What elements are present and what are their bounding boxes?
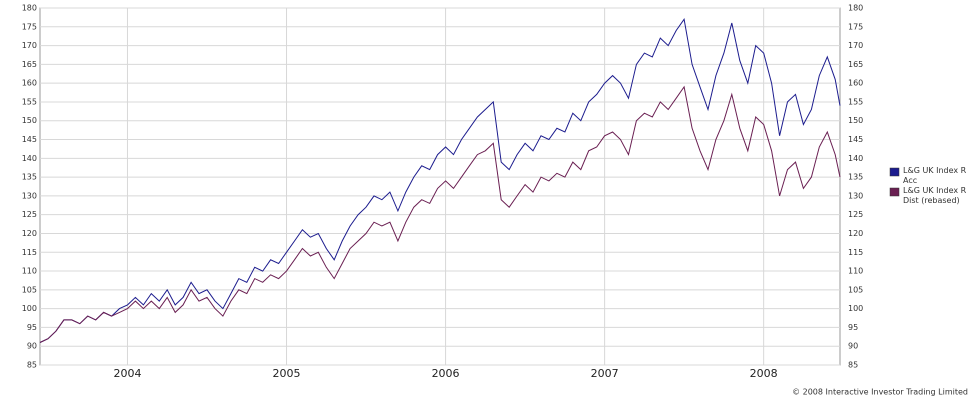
legend-swatch xyxy=(889,187,900,197)
y2-tick-label: 165 xyxy=(848,60,863,69)
y-tick-label: 105 xyxy=(22,285,37,294)
x-tick-label: 2006 xyxy=(432,367,460,380)
legend-entry: L&G UK Index R Dist (rebased) xyxy=(903,186,967,205)
y-tick-label: 165 xyxy=(22,60,37,69)
y-tick-label: 175 xyxy=(22,22,37,31)
x-tick-label: 2007 xyxy=(591,367,619,380)
y-tick-label: 110 xyxy=(22,267,37,276)
y-tick-label: 160 xyxy=(22,79,37,88)
y2-tick-label: 110 xyxy=(848,267,863,276)
y2-tick-label: 105 xyxy=(848,285,863,294)
y-tick-label: 135 xyxy=(22,173,37,182)
series-line xyxy=(39,18,841,343)
x-tick-label: 2008 xyxy=(750,367,778,380)
y2-tick-label: 140 xyxy=(848,154,863,163)
y2-tick-label: 100 xyxy=(848,304,863,313)
y2-tick-label: 95 xyxy=(848,323,858,332)
y2-tick-label: 125 xyxy=(848,210,863,219)
y-tick-label: 145 xyxy=(22,135,37,144)
y2-tick-label: 160 xyxy=(848,79,863,88)
y-tick-label: 150 xyxy=(22,116,37,125)
y2-tick-label: 170 xyxy=(848,41,863,50)
y-tick-label: 130 xyxy=(22,191,37,200)
legend-swatch xyxy=(889,167,900,177)
y-tick-label: 170 xyxy=(22,41,37,50)
y-tick-label: 155 xyxy=(22,97,37,106)
y2-tick-label: 120 xyxy=(848,229,863,238)
x-tick-label: 2004 xyxy=(113,367,141,380)
y2-tick-label: 150 xyxy=(848,116,863,125)
x-tick-label: 2005 xyxy=(273,367,301,380)
y-tick-label: 120 xyxy=(22,229,37,238)
y2-tick-label: 85 xyxy=(848,361,858,370)
y-tick-label: 85 xyxy=(27,361,37,370)
legend-label: L&G UK Index R Acc xyxy=(903,166,967,185)
y-tick-label: 95 xyxy=(27,323,37,332)
y-tick-label: 140 xyxy=(22,154,37,163)
y2-tick-label: 130 xyxy=(848,191,863,200)
y-tick-label: 115 xyxy=(22,248,37,257)
y-tick-label: 90 xyxy=(27,342,37,351)
y2-tick-label: 155 xyxy=(848,97,863,106)
y-tick-label: 125 xyxy=(22,210,37,219)
legend-entry: L&G UK Index R Acc xyxy=(903,166,967,185)
footnote: © 2008 Interactive Investor Trading Limi… xyxy=(792,388,968,397)
y-tick-label: 180 xyxy=(22,4,37,13)
legend-label: L&G UK Index R Dist (rebased) xyxy=(903,186,967,205)
y2-tick-label: 90 xyxy=(848,342,858,351)
y-tick-label: 100 xyxy=(22,304,37,313)
y2-tick-label: 115 xyxy=(848,248,863,257)
y2-tick-label: 135 xyxy=(848,173,863,182)
series-line xyxy=(39,85,841,343)
y2-tick-label: 175 xyxy=(848,22,863,31)
y2-tick-label: 180 xyxy=(848,4,863,13)
y2-tick-label: 145 xyxy=(848,135,863,144)
